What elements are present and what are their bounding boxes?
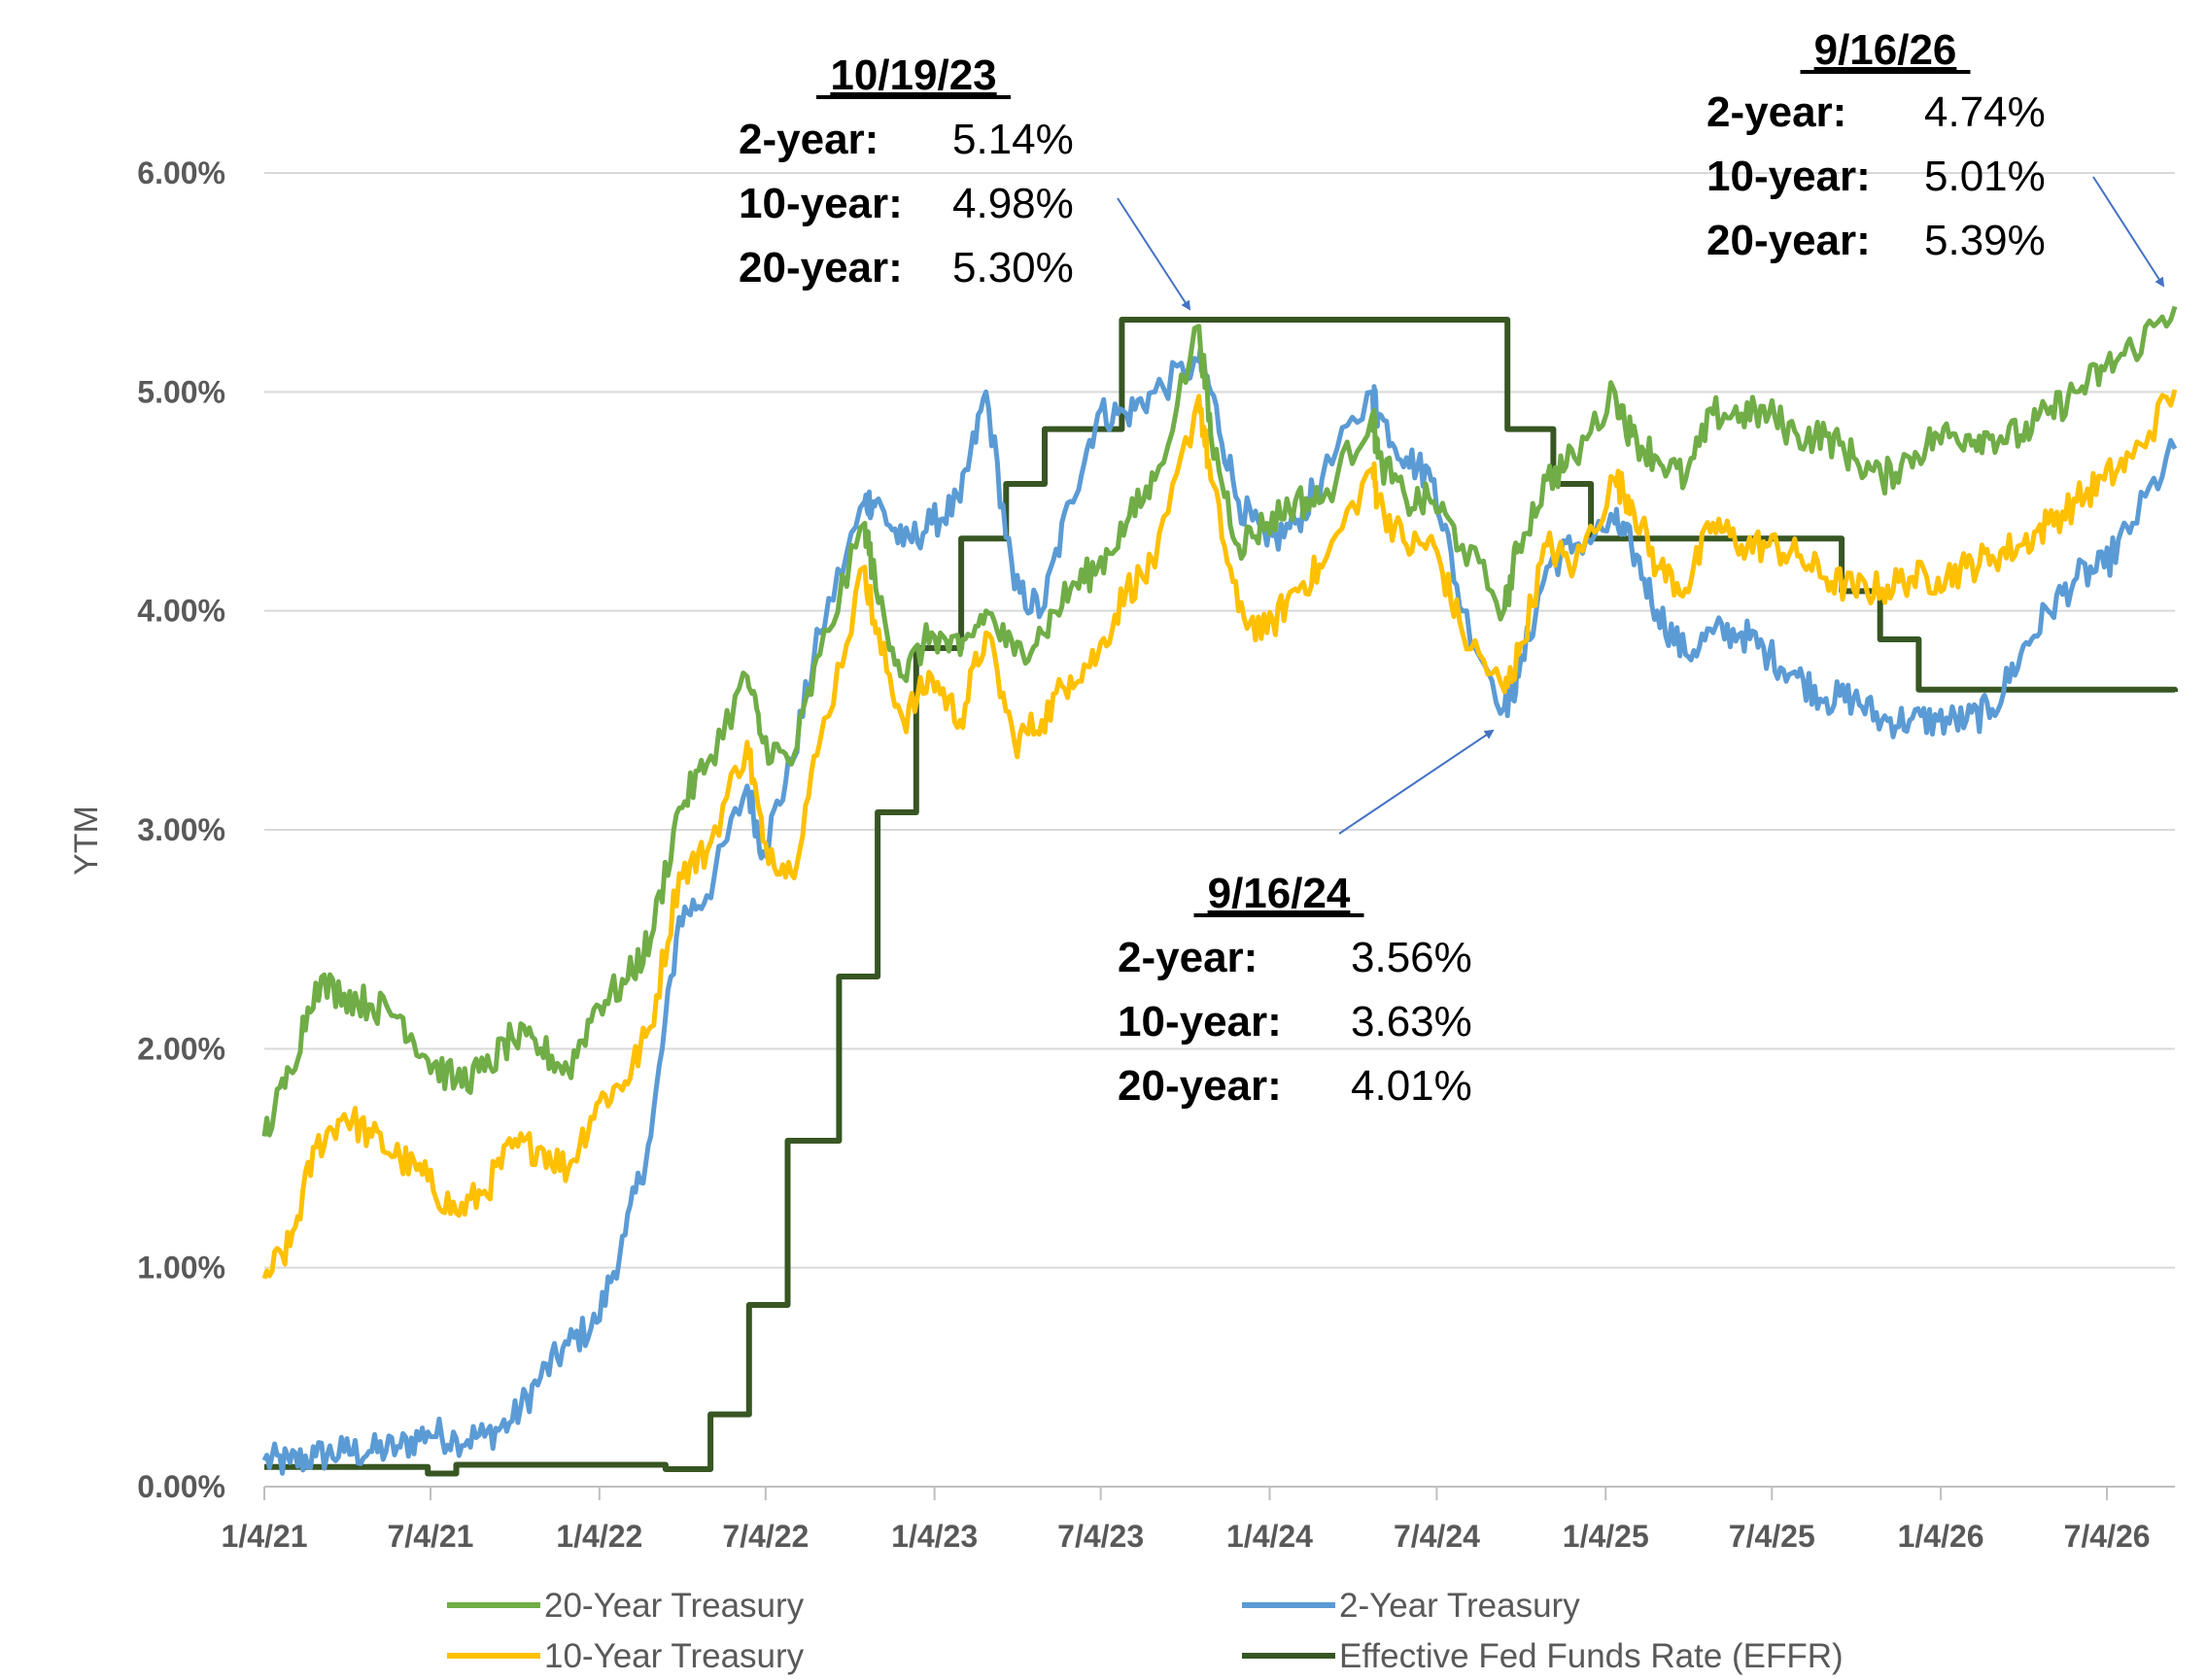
annotation-date: 9/16/26	[1814, 26, 1957, 74]
annotation-row-label: 20-year:	[739, 244, 903, 291]
annotation-arrow	[1338, 729, 1495, 835]
series-line-10-year-treasury	[261, 389, 2178, 1280]
y-tick-label: 1.00%	[137, 1251, 225, 1286]
series-line-20-year-treasury	[261, 305, 2178, 1138]
annotation-row-value: 3.56%	[1351, 934, 1472, 981]
y-tick-label: 6.00%	[137, 155, 225, 190]
x-tick-label: 1/4/24	[1226, 1519, 1313, 1554]
series-line-effective-fed-funds-rate-effr	[264, 317, 2178, 1477]
y-tick-label: 5.00%	[137, 374, 225, 409]
annotation-row-value: 5.14%	[952, 116, 1074, 163]
y-tick-label: 4.00%	[137, 594, 225, 629]
legend-label: 20-Year Treasury	[544, 1587, 805, 1625]
annotation-9-16-24: 9/16/24 2-year: 3.56% 10-year: 3.63% 20-year:…	[1118, 729, 1495, 1110]
y-axis-title: YTM	[68, 806, 105, 875]
annotation-row-label: 20-year:	[1118, 1062, 1282, 1110]
x-tick-label: 7/4/26	[2064, 1519, 2151, 1554]
x-tick-label: 7/4/25	[1729, 1519, 1815, 1554]
x-tick-label: 7/4/24	[1394, 1519, 1480, 1554]
legend-item: 10-Year Treasury	[447, 1637, 805, 1675]
annotation-row-label: 2-year:	[1118, 934, 1258, 981]
annotation-date: 10/19/23	[830, 51, 996, 99]
x-tick-label: 1/4/23	[891, 1519, 978, 1554]
annotation-row-label: 20-year:	[1706, 217, 1871, 264]
annotation-date: 9/16/24	[1208, 870, 1351, 917]
annotation-row-label: 10-year:	[739, 180, 903, 227]
axes: 0.00% 1.00% 2.00% 3.00% 4.00% 5.00% 6.00% 1/4/2…	[68, 155, 2175, 1554]
legend-label: Effective Fed Funds Rate (EFFR)	[1339, 1637, 1844, 1675]
x-tick-label: 7/4/21	[388, 1519, 474, 1554]
y-tick-label: 2.00%	[137, 1031, 225, 1066]
legend: 20-Year Treasury 2-Year Treasury 10-Year T…	[447, 1587, 1844, 1675]
annotation-row-label: 2-year:	[739, 116, 879, 163]
legend-label: 10-Year Treasury	[544, 1637, 805, 1675]
annotation-row-value: 5.01%	[1924, 153, 2046, 200]
annotation-row-value: 4.74%	[1924, 88, 2046, 136]
gridlines	[264, 172, 2175, 1269]
x-tick-label: 1/4/22	[556, 1519, 642, 1554]
annotation-row-value: 5.39%	[1924, 217, 2046, 264]
annotation-9-16-26: 9/16/26 2-year: 4.74% 10-year: 5.01% 20-year:…	[1706, 26, 2165, 288]
annotation-row-label: 2-year:	[1706, 88, 1846, 136]
annotation-row-value: 4.98%	[952, 180, 1074, 227]
annotation-arrow	[2092, 176, 2165, 288]
annotations: 10/19/23 2-year: 5.14% 10-year: 4.98% 20-year…	[739, 26, 2165, 1110]
x-tick-label: 7/4/22	[722, 1519, 809, 1554]
y-tick-label: 3.00%	[137, 812, 225, 847]
annotation-10-19-23: 10/19/23 2-year: 5.14% 10-year: 4.98% 20-year…	[739, 51, 1191, 311]
legend-label: 2-Year Treasury	[1339, 1587, 1580, 1625]
x-tick-label: 1/4/25	[1563, 1519, 1649, 1554]
annotation-arrow	[1117, 197, 1191, 311]
x-tick-label: 7/4/23	[1057, 1519, 1144, 1554]
x-tick-label: 1/4/26	[1898, 1519, 1984, 1554]
x-tick-label: 1/4/21	[222, 1519, 308, 1554]
series-line-2-year-treasury	[261, 347, 2178, 1476]
y-tick-label: 0.00%	[137, 1469, 225, 1504]
annotation-row-label: 10-year:	[1706, 153, 1871, 200]
annotation-row-value: 4.01%	[1351, 1062, 1472, 1110]
legend-item: 2-Year Treasury	[1242, 1587, 1580, 1625]
annotation-row-value: 5.30%	[952, 244, 1074, 291]
annotation-row-label: 10-year:	[1118, 998, 1282, 1046]
legend-item: 20-Year Treasury	[447, 1587, 805, 1625]
series-lines	[261, 305, 2178, 1477]
legend-item: Effective Fed Funds Rate (EFFR)	[1242, 1637, 1844, 1675]
annotation-row-value: 3.63%	[1351, 998, 1472, 1046]
